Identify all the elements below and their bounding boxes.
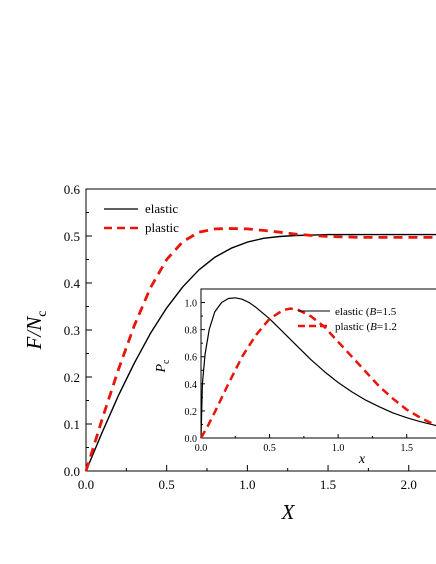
x-tick-label: 2.0 bbox=[401, 477, 417, 492]
series-line-elastic bbox=[85, 233, 436, 472]
main-legend: elastic plastic bbox=[104, 201, 179, 235]
x-tick-label: 0.5 bbox=[159, 477, 175, 492]
x-tick-label: 0.0 bbox=[78, 477, 94, 492]
inset-background bbox=[201, 289, 436, 438]
inset-legend-label-elastic: elastic (B=1.5 bbox=[335, 306, 397, 318]
y-tick-label: 0.1 bbox=[64, 417, 80, 432]
x-tick-label: 0.5 bbox=[263, 443, 276, 454]
x-tick-label: 1.5 bbox=[400, 443, 413, 454]
series-line-plastic bbox=[84, 227, 436, 472]
series-line-elastic bbox=[200, 297, 436, 439]
y-tick-label: 0.3 bbox=[64, 323, 80, 338]
x-tick-label: 1.0 bbox=[332, 443, 345, 454]
y-tick-label: 0.6 bbox=[64, 182, 81, 197]
inset-legend: elastic (B=1.5 plastic (B=1.2 bbox=[298, 306, 397, 333]
y-tick-label: 0.6 bbox=[185, 353, 198, 364]
legend-label-plastic: plastic bbox=[145, 220, 179, 235]
main-y-axis-title: F/Nc bbox=[22, 311, 50, 351]
x-tick-label: 1.5 bbox=[320, 477, 336, 492]
inset-y-axis-title: Pc bbox=[154, 359, 172, 374]
y-tick-label: 0.0 bbox=[64, 464, 80, 479]
y-tick-label: 0.0 bbox=[185, 434, 198, 445]
x-tick-label: 0.0 bbox=[195, 443, 208, 454]
main-x-axis-title: X bbox=[281, 500, 296, 524]
y-tick-label: 0.2 bbox=[185, 407, 198, 418]
inset-x-axis-title: x bbox=[358, 452, 366, 467]
y-tick-label: 0.2 bbox=[64, 370, 80, 385]
inset-legend-label-plastic: plastic (B=1.2 bbox=[335, 321, 397, 333]
y-tick-label: 0.4 bbox=[64, 276, 81, 291]
y-tick-label: 0.4 bbox=[185, 380, 198, 391]
y-tick-label: 0.5 bbox=[64, 229, 80, 244]
inset-plot-frame bbox=[200, 288, 436, 439]
main-chart: 0.0 0.5 1.0 1.5 2.0 0.0 0.1 0.2 0.3 0.4 0.5 0.6 X F… bbox=[22, 182, 436, 524]
x-tick-label: 1.0 bbox=[239, 477, 255, 492]
series-line-plastic bbox=[199, 307, 436, 439]
legend-label-elastic: elastic bbox=[145, 201, 178, 216]
y-tick-label: 1.0 bbox=[185, 299, 198, 310]
inset-chart: 0.0 0.5 1.0 1.5 0.0 0.2 0.4 0.6 0.8 1.0 x Pc elas… bbox=[154, 288, 436, 467]
inset-series-group bbox=[199, 297, 436, 439]
y-tick-label: 0.8 bbox=[185, 326, 198, 337]
main-series-group bbox=[84, 227, 436, 472]
main-tick-labels: 0.0 0.5 1.0 1.5 2.0 0.0 0.1 0.2 0.3 0.4 0.5 0.6 bbox=[64, 182, 417, 492]
inset-tick-labels: 0.0 0.5 1.0 1.5 0.0 0.2 0.4 0.6 0.8 1.0 bbox=[185, 299, 413, 454]
